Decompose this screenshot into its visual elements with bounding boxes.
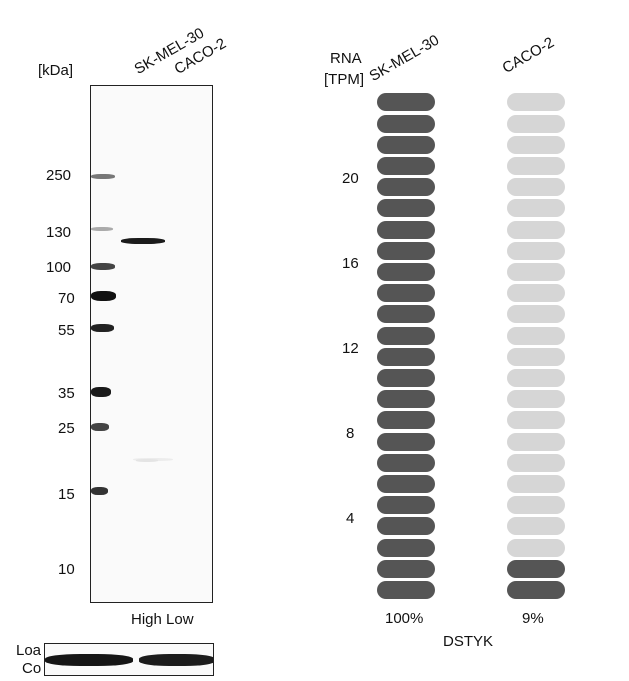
rna-segment — [507, 93, 565, 112]
rna-segment — [377, 369, 435, 387]
rna-header-line1: RNA — [330, 50, 362, 67]
marker-label-15: 15 — [58, 486, 75, 503]
rna-segment — [377, 284, 435, 303]
ladder-band — [91, 263, 115, 270]
marker-label-10: 10 — [58, 561, 75, 578]
rna-segment — [507, 369, 565, 387]
rna-segment — [377, 347, 435, 366]
rna-segment — [377, 390, 435, 409]
rna-segment — [507, 178, 565, 197]
rna-segment — [507, 453, 565, 472]
rna-segment — [377, 178, 435, 197]
rna-segment — [507, 347, 565, 366]
rna-segment — [377, 411, 435, 430]
marker-label-250: 250 — [46, 167, 72, 184]
ladder-band — [91, 291, 116, 301]
marker-label-100: 100 — [46, 259, 72, 276]
rna-segment — [377, 475, 435, 493]
range-label: High Low — [131, 611, 194, 628]
rna-segment — [377, 263, 435, 281]
rna-percent-caco-2: 9% — [522, 610, 544, 627]
rna-segment — [507, 411, 565, 430]
rna-segment — [377, 517, 435, 536]
rna-segment — [377, 157, 435, 175]
rna-bar-caco-2 — [507, 0, 565, 681]
rna-segment — [507, 559, 565, 578]
rna-segment — [507, 581, 565, 599]
rna-header-line2: [TPM] — [324, 71, 364, 88]
loading-control-blot — [44, 643, 214, 676]
marker-label-55: 55 — [58, 322, 75, 339]
rna-segment — [507, 220, 565, 239]
rna-tick-4: 4 — [346, 510, 355, 527]
rna-segment — [377, 496, 435, 515]
rna-segment — [507, 538, 565, 557]
rna-segment — [377, 581, 435, 599]
kda-unit-label: [kDa] — [38, 62, 74, 79]
rna-segment — [507, 326, 565, 345]
loading-control-label-line1: Loa — [16, 642, 42, 659]
rna-segment — [377, 326, 435, 345]
rna-segment — [377, 114, 435, 133]
rna-segment — [507, 284, 565, 303]
marker-label-130: 130 — [46, 224, 72, 241]
rna-segment — [507, 496, 565, 515]
ladder-band — [91, 387, 111, 397]
rna-tick-20: 20 — [342, 170, 359, 187]
loading-control-label-line2: Co — [22, 660, 42, 677]
gene-name: DSTYK — [443, 633, 494, 650]
rna-tick-8: 8 — [346, 425, 355, 442]
rna-percent-sk-mel-30: 100% — [385, 610, 424, 627]
rna-segment — [377, 135, 435, 154]
rna-segment — [507, 517, 565, 536]
rna-tick-16: 16 — [342, 255, 359, 272]
rna-tick-12: 12 — [342, 340, 359, 357]
marker-label-70: 70 — [58, 290, 75, 307]
marker-label-25: 25 — [58, 420, 75, 437]
ladder-band — [91, 487, 108, 495]
rna-segment — [507, 432, 565, 451]
loading-band — [139, 654, 213, 666]
rna-segment — [507, 199, 565, 218]
rna-bar-sk-mel-30 — [377, 0, 435, 681]
ladder-band — [91, 423, 109, 431]
rna-segment — [507, 135, 565, 154]
loading-band — [45, 654, 133, 666]
rna-segment — [377, 220, 435, 239]
marker-label-35: 35 — [58, 385, 75, 402]
rna-segment — [377, 305, 435, 324]
rna-segment — [507, 390, 565, 409]
rna-segment — [507, 475, 565, 493]
rna-segment — [507, 241, 565, 260]
rna-segment — [377, 93, 435, 112]
target-band — [121, 238, 165, 244]
western-blot-image — [90, 85, 213, 603]
ladder-band — [91, 324, 114, 332]
rna-segment — [377, 538, 435, 557]
rna-segment — [507, 263, 565, 281]
rna-segment — [377, 453, 435, 472]
ladder-band — [91, 174, 115, 179]
rna-segment — [507, 157, 565, 175]
rna-segment — [377, 241, 435, 260]
rna-segment — [377, 432, 435, 451]
rna-segment — [507, 114, 565, 133]
rna-segment — [377, 199, 435, 218]
rna-segment — [377, 559, 435, 578]
ladder-band — [91, 227, 113, 231]
rna-segment — [507, 305, 565, 324]
background-smudge — [136, 459, 158, 462]
